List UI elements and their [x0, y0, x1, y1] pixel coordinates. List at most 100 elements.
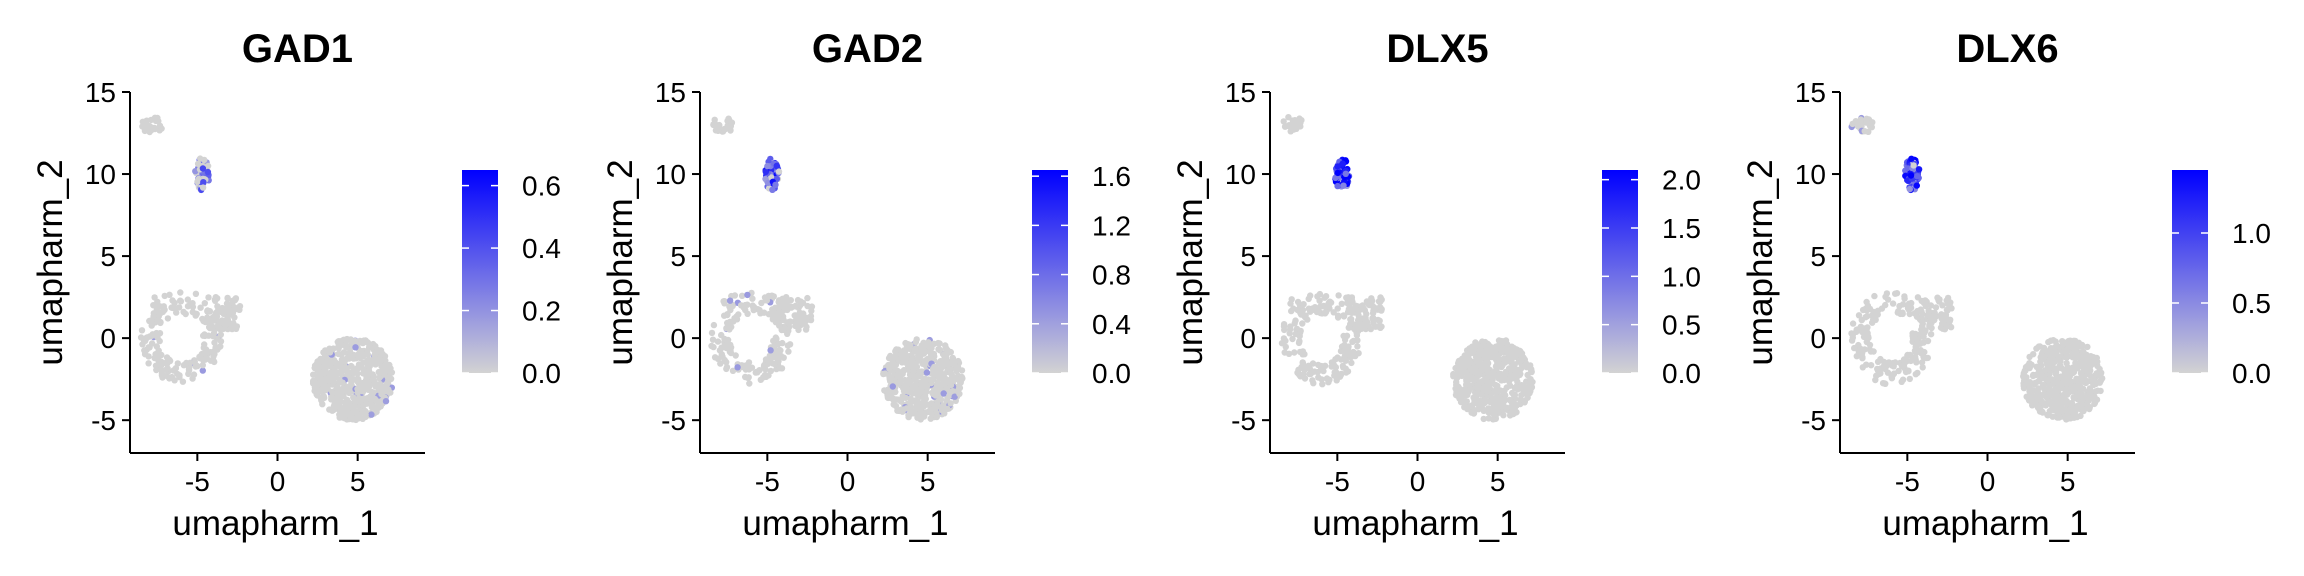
- y-axis-title: umapharm_2: [1741, 159, 1780, 365]
- data-point: [372, 404, 379, 412]
- x-tick-label: 0: [840, 466, 856, 497]
- data-point: [780, 354, 787, 361]
- data-point: [201, 156, 208, 164]
- panel-title: DLX6: [1956, 27, 2058, 71]
- data-point: [1901, 295, 1908, 302]
- data-point: [1904, 351, 1911, 359]
- data-point: [1334, 163, 1341, 170]
- data-point: [932, 392, 939, 399]
- data-point: [1461, 363, 1469, 370]
- data-point: [2097, 387, 2104, 395]
- data-point: [212, 294, 219, 301]
- data-point: [2029, 397, 2036, 404]
- data-point: [2029, 372, 2037, 380]
- data-point: [168, 373, 176, 381]
- data-point: [1376, 317, 1383, 324]
- data-point: [1301, 366, 1308, 373]
- data-point: [2044, 411, 2051, 419]
- data-point: [927, 415, 934, 422]
- colorbar-tick-label: 1.0: [1662, 261, 1701, 292]
- data-point: [1334, 312, 1342, 319]
- data-point: [1461, 352, 1468, 359]
- data-point: [727, 124, 734, 131]
- data-point: [1460, 386, 1468, 394]
- data-point: [796, 315, 803, 322]
- data-point: [1471, 407, 1478, 414]
- data-point: [1282, 343, 1289, 351]
- data-point: [364, 362, 372, 369]
- data-point: [884, 394, 892, 401]
- data-point: [225, 309, 233, 316]
- data-point: [1305, 295, 1312, 303]
- data-point: [162, 366, 170, 373]
- data-point: [339, 379, 346, 386]
- data-point: [2083, 351, 2090, 359]
- data-point: [920, 350, 928, 357]
- colorbar: 0.0 0.5 1.0: [2172, 170, 2271, 389]
- y-tick-label: 15: [655, 77, 686, 108]
- y-tick-label: -5: [91, 405, 116, 436]
- data-point: [927, 351, 935, 358]
- data-point: [774, 341, 782, 348]
- data-point: [951, 393, 958, 400]
- data-point: [1908, 155, 1915, 162]
- data-point: [920, 400, 927, 407]
- data-point: [794, 321, 801, 328]
- data-point: [378, 382, 385, 390]
- data-point: [1854, 121, 1861, 128]
- data-point: [1907, 304, 1915, 312]
- x-tick-label: 5: [350, 466, 366, 497]
- data-point: [325, 377, 332, 384]
- data-point: [139, 123, 146, 130]
- data-point: [1510, 403, 1517, 410]
- data-point: [764, 162, 771, 170]
- data-point: [2024, 362, 2032, 369]
- data-point: [901, 376, 909, 384]
- data-point: [2057, 373, 2065, 380]
- data-point: [360, 402, 367, 409]
- data-point: [371, 351, 379, 358]
- data-point: [1471, 399, 1478, 407]
- data-point: [1495, 356, 1503, 363]
- data-point: [214, 303, 221, 310]
- data-point: [913, 336, 920, 343]
- data-point: [211, 339, 218, 346]
- data-point: [944, 361, 951, 368]
- data-point: [2038, 369, 2045, 376]
- data-point: [917, 416, 924, 423]
- data-point: [1462, 399, 1469, 406]
- data-point: [718, 351, 725, 358]
- data-point: [1494, 384, 1501, 392]
- data-point: [1917, 340, 1924, 347]
- colorbar-gradient: [1602, 170, 1638, 373]
- data-point: [792, 302, 799, 309]
- data-point: [185, 367, 193, 374]
- data-point: [351, 399, 359, 406]
- colorbar-tick-label: 0.4: [522, 233, 561, 264]
- data-point: [362, 413, 369, 421]
- data-point: [890, 363, 897, 370]
- data-point: [937, 396, 945, 403]
- data-point: [2078, 343, 2085, 350]
- data-point: [314, 358, 321, 365]
- data-point: [901, 382, 908, 390]
- data-point: [173, 309, 180, 316]
- data-point: [934, 379, 942, 386]
- data-point: [1506, 396, 1513, 404]
- data-point: [744, 310, 751, 317]
- data-point: [194, 160, 202, 167]
- data-point: [1299, 306, 1307, 314]
- data-point: [889, 383, 896, 390]
- data-point: [1456, 365, 1463, 373]
- data-point: [344, 383, 351, 391]
- data-point: [313, 383, 320, 390]
- data-point: [1506, 382, 1514, 389]
- data-point: [1501, 387, 1508, 394]
- data-point: [332, 359, 340, 366]
- data-point: [337, 407, 344, 414]
- data-point: [1333, 369, 1340, 376]
- data-point: [931, 363, 938, 371]
- data-point: [180, 362, 188, 369]
- data-point: [722, 125, 729, 133]
